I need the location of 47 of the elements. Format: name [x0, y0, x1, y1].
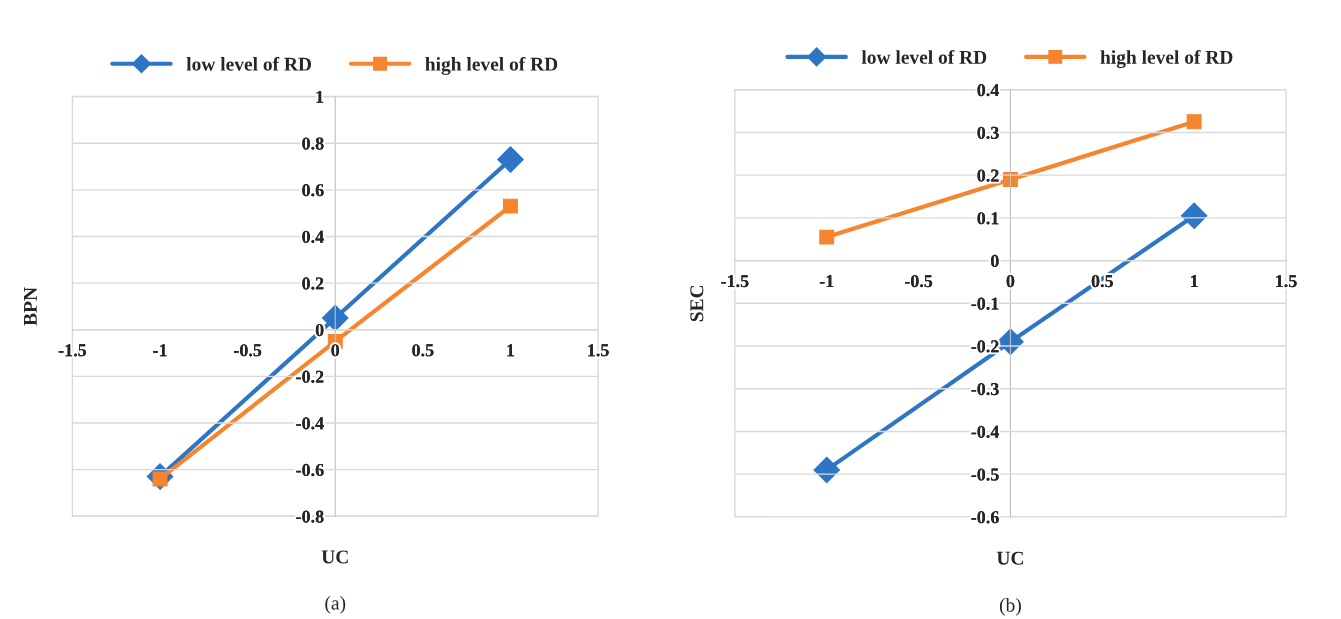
- y-tick-label: -0.1: [971, 297, 999, 310]
- y-axis-title: BPN: [24, 287, 37, 326]
- legend-label: high level of RD: [425, 56, 558, 75]
- legend-label: high level of RD: [1100, 50, 1233, 68]
- point: [813, 456, 841, 484]
- point: [1186, 114, 1202, 130]
- y-tick-label: -0.6: [296, 463, 324, 477]
- x-tick-label: 0.5: [412, 344, 434, 357]
- legend-label: low level of RD: [186, 56, 312, 71]
- y-tick-label: 0.1: [977, 212, 999, 225]
- y-tick-label: 0.3: [977, 126, 999, 139]
- y-tick-label: 0: [990, 254, 999, 268]
- x-tick-label: -1: [153, 344, 167, 357]
- y-tick-label: -0.8: [296, 510, 324, 523]
- x-tick-label: -1.5: [58, 344, 87, 357]
- y-tick-label: 0.2: [302, 277, 324, 290]
- y-tick-label: -0.4: [296, 417, 324, 430]
- point: [819, 229, 835, 245]
- y-tick-label: 0.2: [977, 169, 999, 182]
- x-tick-label: -1.5: [721, 275, 749, 288]
- y-tick-label: 0.8: [302, 137, 324, 150]
- y-tick-label: 0.4: [977, 84, 999, 97]
- x-tick-label: 1: [1191, 275, 1198, 288]
- x-tick-label: 0: [1006, 275, 1015, 288]
- point: [503, 198, 518, 214]
- y-tick-label: 0.4: [302, 230, 324, 243]
- y-tick-label: 0.6: [302, 184, 324, 197]
- y-tick-label: -0.5: [971, 468, 999, 481]
- y-tick-label: -0.2: [296, 370, 324, 383]
- x-tick-label: -1: [819, 275, 834, 288]
- y-tick-label: -0.4: [971, 425, 999, 438]
- x-tick-label: 1.5: [588, 344, 609, 357]
- point: [497, 146, 524, 173]
- y-axis-title: SEC: [690, 285, 704, 322]
- x-tick-label: 1.5: [1276, 275, 1297, 288]
- text: (a): [325, 595, 346, 614]
- x-tick-label: 1: [507, 344, 515, 357]
- y-tick-label: -0.3: [971, 382, 999, 396]
- x-tick-label: -0.5: [904, 275, 933, 288]
- y-tick-label: -0.6: [971, 511, 999, 524]
- x-axis-title: UC: [996, 551, 1023, 565]
- text: (b): [999, 598, 1021, 616]
- x-axis-title: UC: [321, 550, 348, 564]
- legend-label: low level of RD: [861, 50, 987, 64]
- y-tick-label: 1: [316, 90, 324, 103]
- x-tick-label: -0.5: [234, 344, 262, 357]
- y-tick-label: -0.2: [971, 340, 999, 353]
